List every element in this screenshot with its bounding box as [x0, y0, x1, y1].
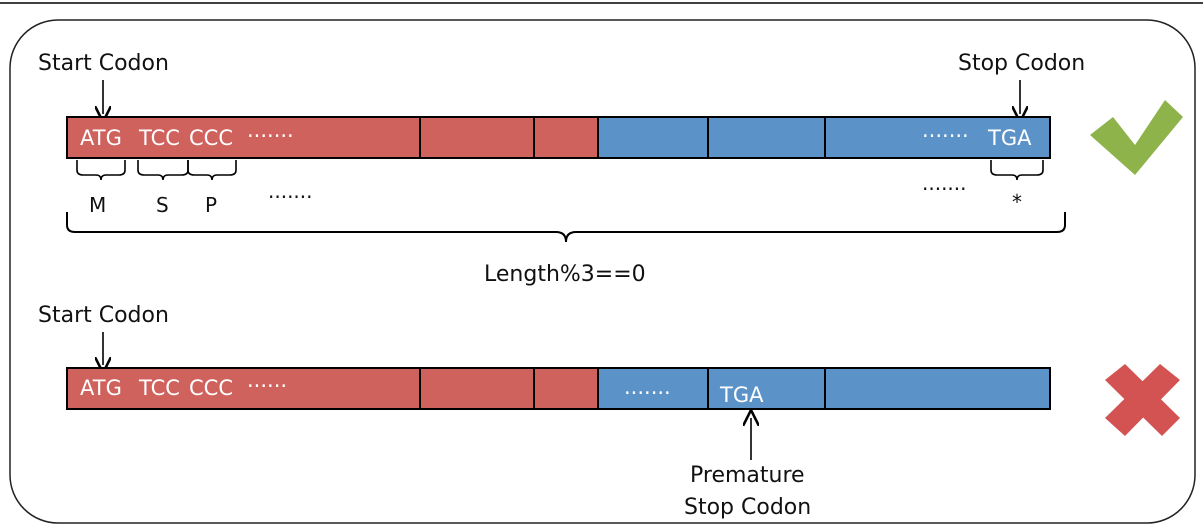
stop-codon-label: Stop Codon [958, 51, 1085, 76]
ellipsis-dots: ······· [624, 381, 671, 405]
stop-symbol: * [1012, 190, 1022, 214]
codon-brace [137, 160, 189, 181]
amino-acid: S [156, 193, 169, 217]
cross-icon [1105, 364, 1180, 436]
sequence-bar-outline [66, 116, 1051, 159]
start-codon-label: Start Codon [38, 51, 169, 76]
valid-sequence: Start Codon Stop Codon ATG TCC CCC ·····… [38, 51, 1183, 287]
codon-stop: TGA [987, 126, 1032, 150]
ellipsis-dots: ······· [247, 124, 294, 148]
invalid-sequence: Start Codon ATG TCC CCC ······ ······· T… [38, 303, 1180, 520]
codon: TCC [138, 126, 180, 150]
codon: CCC [189, 376, 233, 400]
codon-brace [990, 160, 1044, 181]
start-codon-label: Start Codon [38, 303, 169, 328]
premature-stop-codon: TGA [719, 383, 764, 407]
codon-start: ATG [80, 126, 122, 150]
length-brace [66, 212, 1066, 243]
codon: TCC [138, 376, 180, 400]
ellipsis-dots: ······ [247, 374, 287, 398]
red-segment [67, 117, 598, 158]
codon: CCC [189, 126, 233, 150]
codon-brace [187, 160, 237, 181]
amino-acid: M [89, 193, 106, 217]
ellipsis-dots: ······· [922, 124, 969, 148]
amino-acid: P [205, 193, 217, 217]
ellipsis-dots: ······· [922, 177, 967, 201]
codon-start: ATG [80, 376, 122, 400]
length-label: Length%3==0 [484, 262, 646, 287]
diagram-frame [9, 19, 1196, 524]
red-segment [67, 368, 598, 409]
premature-label-line1: Premature [690, 463, 805, 488]
sequence-bar-outline [66, 367, 1051, 410]
ellipsis-dots: ······· [268, 185, 313, 209]
codon-brace [76, 160, 126, 181]
premature-label-line2: Stop Codon [684, 495, 811, 520]
checkmark-icon [1090, 100, 1183, 175]
